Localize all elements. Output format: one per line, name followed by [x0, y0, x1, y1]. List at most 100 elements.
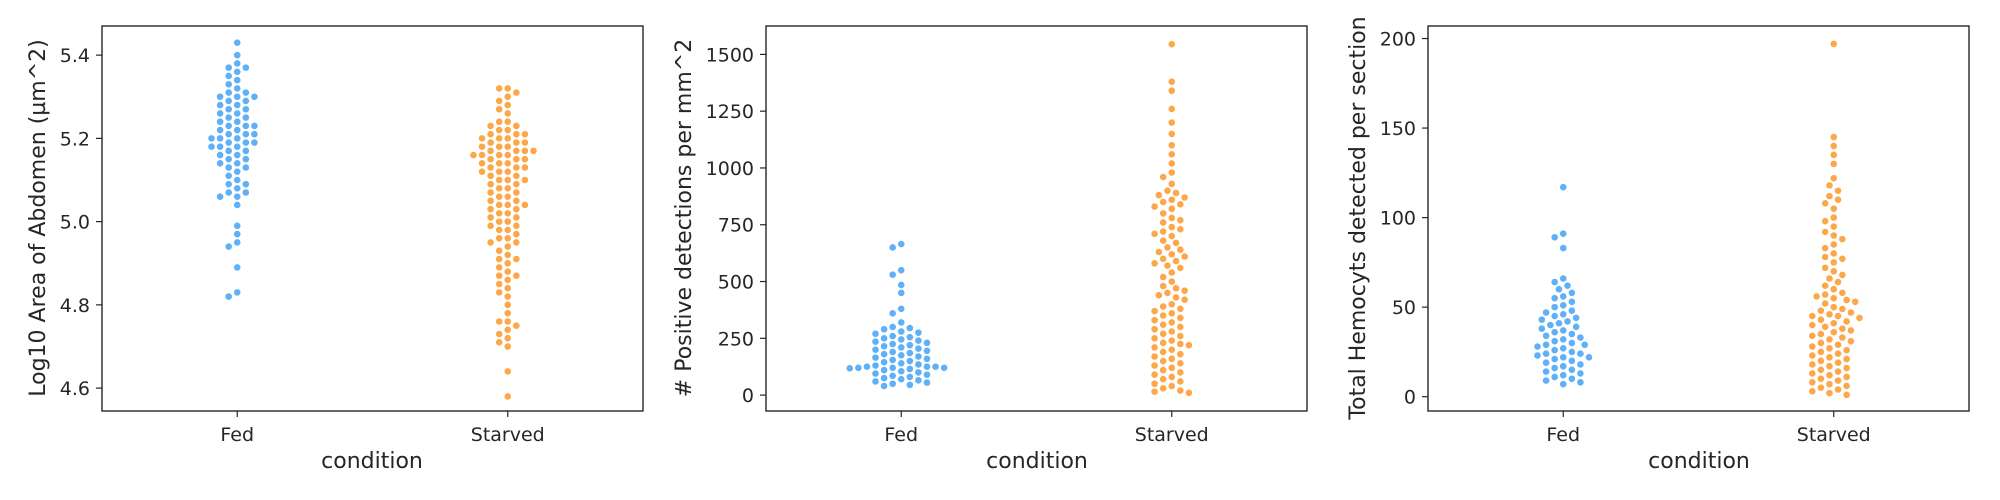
data-point-starved: [1167, 382, 1176, 390]
data-point-fed: [914, 360, 923, 369]
data-point-starved: [1180, 252, 1189, 261]
data-point-fed: [224, 171, 233, 180]
data-point-starved: [495, 151, 504, 159]
data-point-fed: [897, 343, 906, 352]
data-point-starved: [1808, 342, 1817, 351]
data-point-starved: [503, 267, 512, 276]
data-point-fed: [888, 379, 897, 388]
data-point-starved: [495, 255, 504, 263]
y-tick-label: 4.6: [60, 378, 90, 400]
data-point-starved: [1847, 308, 1855, 317]
data-point-starved: [495, 209, 504, 218]
data-point-starved: [1150, 343, 1159, 352]
data-point-fed: [1563, 281, 1572, 290]
data-point-starved: [503, 217, 512, 226]
data-point-starved: [1150, 202, 1159, 211]
data-point-starved: [1167, 86, 1176, 95]
y-ticks-positive-detections: 0 250 500 750 1000 1250 1500: [706, 44, 766, 407]
data-point-starved: [1172, 239, 1180, 247]
data-point-starved: [1167, 363, 1176, 372]
data-point-fed: [888, 363, 897, 372]
y-ticks-abdomen-area: 4.6 4.8 5.0 5.2 5.4: [60, 45, 102, 400]
data-point-starved: [1816, 306, 1825, 315]
data-point-fed: [1546, 321, 1555, 329]
data-point-fed: [216, 159, 224, 168]
data-point-starved: [1176, 386, 1185, 395]
data-point-fed: [854, 363, 863, 372]
data-point-starved: [495, 271, 504, 280]
data-point-starved: [1838, 271, 1847, 279]
x-tick-label-starved: Starved: [1797, 424, 1871, 446]
data-point-starved: [1176, 359, 1185, 368]
data-point-fed: [207, 142, 216, 151]
data-point-fed: [250, 130, 259, 139]
data-point-starved: [495, 263, 504, 272]
data-point-fed: [1567, 339, 1576, 347]
data-point-fed: [897, 375, 906, 384]
data-point-starved: [495, 217, 504, 226]
data-point-starved: [1176, 313, 1185, 322]
data-point-starved: [486, 205, 495, 214]
data-point-starved: [1829, 285, 1838, 294]
data-point-fed: [888, 371, 897, 380]
data-point-starved: [1808, 331, 1817, 340]
data-point-starved: [1838, 305, 1847, 313]
data-point-starved: [486, 146, 495, 155]
data-point-starved: [486, 188, 495, 197]
plot-frame-abdomen-area: [101, 25, 644, 412]
x-tick-label-starved: Starved: [471, 424, 545, 446]
data-point-fed: [224, 146, 233, 155]
panel-abdomen-area: 4.6 4.8 5.0 5.2 5.4 Fed Starved condition Log…: [26, 25, 644, 474]
data-point-starved: [1150, 307, 1159, 315]
data-point-fed: [224, 88, 233, 97]
x-tick-label-fed: Fed: [1546, 424, 1580, 446]
data-point-starved: [1829, 142, 1838, 150]
data-point-starved: [1150, 387, 1159, 396]
data-point-fed: [1559, 371, 1568, 380]
data-point-fed: [914, 344, 923, 353]
data-point-fed: [1567, 374, 1576, 383]
data-point-fed: [216, 117, 224, 126]
data-point-fed: [1559, 244, 1568, 252]
data-point-fed: [1533, 342, 1542, 351]
data-point-starved: [503, 101, 512, 109]
data-point-starved: [1816, 356, 1825, 365]
data-point-starved: [1172, 293, 1180, 302]
data-point-starved: [486, 121, 495, 130]
data-point-fed: [1550, 312, 1559, 320]
data-point-starved: [495, 201, 504, 209]
data-point-starved: [503, 367, 512, 376]
data-point-fed: [233, 288, 242, 297]
data-point-starved: [1834, 195, 1842, 204]
data-point-fed: [905, 365, 914, 373]
data-point-starved: [1150, 334, 1159, 343]
data-point-starved: [486, 130, 495, 139]
data-point-starved: [521, 155, 529, 164]
data-point-fed: [1559, 183, 1568, 192]
data-point-fed: [1550, 373, 1559, 381]
data-point-starved: [1159, 357, 1168, 365]
data-point-starved: [1834, 312, 1842, 320]
data-point-fed: [888, 348, 897, 356]
data-point-starved: [1176, 216, 1185, 225]
data-point-starved: [512, 180, 521, 189]
data-point-starved: [503, 176, 512, 184]
data-point-fed: [216, 109, 224, 118]
y-axis-label-abdomen-area: Log10 Area of Abdomen (µm^2): [26, 39, 51, 396]
data-point-starved: [503, 209, 512, 218]
data-point-starved: [1816, 330, 1825, 338]
data-point-starved: [1829, 222, 1838, 231]
data-point-starved: [1167, 373, 1176, 381]
data-point-fed: [905, 324, 914, 332]
data-point-fed: [888, 309, 897, 318]
data-point-fed: [1559, 274, 1568, 283]
data-point-starved: [1821, 281, 1830, 290]
data-point-fed: [923, 370, 931, 379]
data-point-fed: [216, 142, 224, 151]
data-point-fed: [224, 242, 233, 251]
data-point-fed: [250, 121, 259, 130]
data-point-starved: [1851, 297, 1860, 306]
data-point-fed: [1559, 380, 1568, 389]
data-point-starved: [1167, 179, 1176, 188]
data-point-fed: [224, 163, 233, 172]
